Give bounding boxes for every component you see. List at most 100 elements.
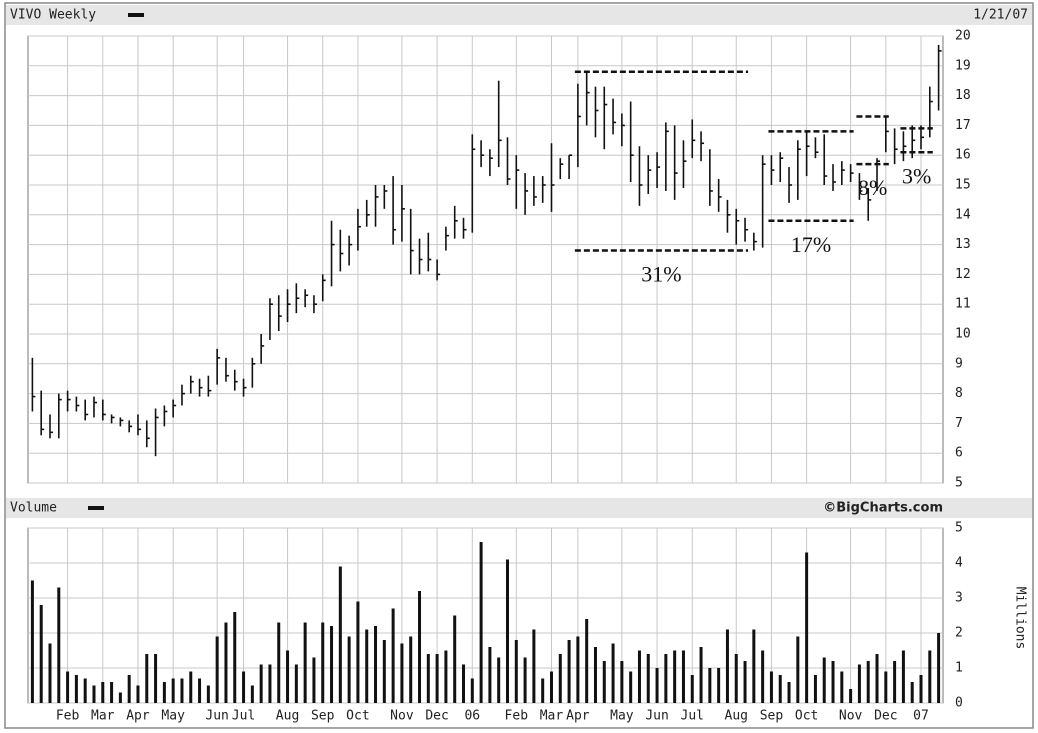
bar [374, 626, 378, 703]
bar [585, 619, 589, 703]
bar [294, 664, 298, 703]
bar [338, 566, 342, 703]
bar [567, 640, 571, 703]
bar [681, 650, 685, 703]
x-tick-label: Feb [505, 709, 529, 724]
legend-swatch [128, 13, 144, 17]
bar [849, 689, 853, 703]
volume-title: Volume [10, 501, 57, 516]
bar [549, 671, 553, 703]
annotation: 8% [858, 175, 887, 200]
bar [435, 654, 439, 703]
bar [426, 654, 430, 703]
bar [690, 675, 694, 703]
bar [796, 636, 800, 703]
bar [242, 671, 246, 703]
bar [250, 685, 254, 703]
bar [532, 629, 536, 703]
bar [664, 654, 668, 703]
x-tick-label: Aug [725, 709, 748, 724]
x-tick-label: Mar [91, 709, 115, 724]
bar [215, 636, 219, 703]
bar [83, 678, 87, 703]
x-tick-label: May [610, 709, 634, 724]
bar [884, 671, 888, 703]
y-tick-label: 1 [955, 661, 963, 676]
bar [813, 675, 817, 703]
bar [391, 608, 395, 703]
bar [259, 664, 263, 703]
bar [189, 671, 193, 703]
bar [901, 650, 905, 703]
x-tick-label: Sep [311, 709, 335, 724]
bar [787, 682, 791, 703]
bar [101, 682, 105, 703]
bar [92, 685, 96, 703]
bar [769, 671, 773, 703]
bar [919, 675, 923, 703]
bar [479, 542, 483, 703]
bar [233, 612, 237, 703]
bar [206, 685, 210, 703]
chart-title: VIVO Weekly [10, 8, 96, 23]
bar [462, 664, 466, 703]
bar [453, 615, 457, 703]
bar [655, 668, 659, 703]
bar [646, 654, 650, 703]
bar [118, 692, 122, 703]
x-tick-label: Aug [276, 709, 299, 724]
bar [875, 654, 879, 703]
bar [717, 668, 721, 703]
bar [356, 601, 360, 703]
y-tick-label: 3 [955, 591, 963, 606]
volume-plot [27, 527, 944, 704]
bar [734, 654, 738, 703]
bar [928, 650, 932, 703]
bar [637, 650, 641, 703]
annotation: 31% [641, 262, 681, 287]
bar [629, 671, 633, 703]
bar [277, 622, 281, 703]
bar [303, 622, 307, 703]
x-tick-label: Jul [232, 709, 255, 724]
bar [743, 661, 747, 703]
bar [514, 640, 518, 703]
bar [497, 657, 501, 703]
y-tick-label: 7 [955, 416, 963, 431]
x-tick-label: Apr [566, 709, 590, 724]
bar [48, 643, 52, 703]
x-tick-label: Jul [681, 709, 704, 724]
x-tick-label: Mar [540, 709, 564, 724]
bar [857, 664, 861, 703]
bar [778, 675, 782, 703]
bar [805, 552, 809, 703]
bar [505, 559, 509, 703]
bar [180, 678, 184, 703]
bar [171, 678, 175, 703]
volume-header [6, 498, 1032, 518]
bar [937, 633, 941, 703]
x-tick-label: Apr [126, 709, 150, 724]
y-tick-label: 16 [955, 148, 971, 163]
bar [840, 671, 844, 703]
x-tick-label: Feb [56, 709, 80, 724]
x-tick-label: Oct [346, 709, 369, 724]
bar [136, 685, 140, 703]
bar [145, 654, 149, 703]
bar [611, 643, 615, 703]
bar [312, 657, 316, 703]
bar [198, 678, 202, 703]
bar [620, 661, 624, 703]
bar [725, 629, 729, 703]
price-plot [27, 35, 944, 484]
y-tick-label: 11 [955, 297, 971, 312]
y-tick-label: 8 [955, 386, 963, 401]
y-tick-label: 17 [955, 118, 971, 133]
bar [576, 636, 580, 703]
bar [321, 622, 325, 703]
bar [893, 661, 897, 703]
bar [66, 671, 70, 703]
y-tick-label: 19 [955, 58, 971, 73]
